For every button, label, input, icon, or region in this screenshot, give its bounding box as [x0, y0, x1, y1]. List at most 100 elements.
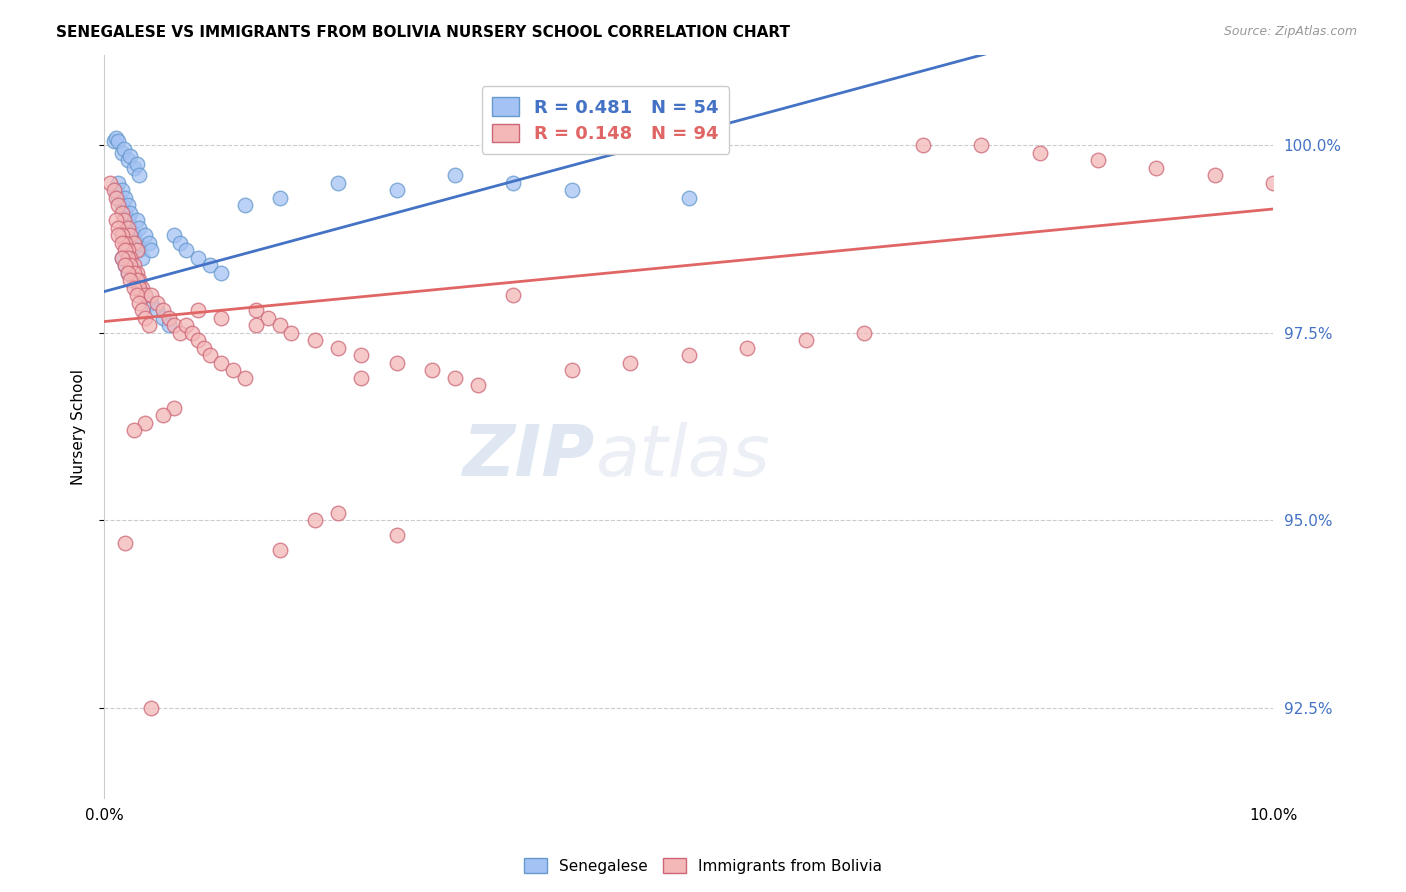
Point — [198, 258, 221, 272]
Point — [1263, 176, 1285, 190]
Point — [138, 235, 160, 250]
Point — [117, 213, 139, 227]
Point — [193, 341, 215, 355]
Point — [169, 326, 191, 340]
Point — [134, 310, 156, 325]
Point — [114, 244, 136, 258]
Point — [157, 318, 180, 333]
Point — [139, 288, 162, 302]
Point — [122, 235, 145, 250]
Point — [209, 266, 232, 280]
Text: atlas: atlas — [595, 422, 770, 491]
Point — [134, 288, 156, 302]
Point — [122, 273, 145, 287]
Point — [125, 235, 148, 250]
Point — [280, 326, 302, 340]
Point — [128, 168, 150, 182]
Point — [502, 288, 524, 302]
Legend: Senegalese, Immigrants from Bolivia: Senegalese, Immigrants from Bolivia — [517, 852, 889, 880]
Point — [187, 334, 209, 348]
Point — [209, 356, 232, 370]
Point — [122, 266, 145, 280]
Point — [128, 220, 150, 235]
Point — [561, 183, 583, 197]
Point — [139, 244, 162, 258]
Point — [911, 138, 934, 153]
Point — [112, 142, 135, 156]
Point — [125, 288, 148, 302]
Point — [131, 281, 153, 295]
Point — [735, 341, 758, 355]
Point — [350, 371, 373, 385]
Point — [131, 251, 153, 265]
Point — [104, 183, 127, 197]
Point — [187, 303, 209, 318]
Point — [114, 191, 136, 205]
Point — [444, 371, 467, 385]
Point — [112, 213, 135, 227]
Point — [304, 513, 326, 527]
Point — [111, 251, 134, 265]
Point — [134, 228, 156, 243]
Point — [118, 205, 141, 219]
Point — [385, 356, 408, 370]
Point — [128, 273, 150, 287]
Point — [269, 318, 291, 333]
Point — [467, 378, 489, 392]
Point — [853, 326, 876, 340]
Point — [139, 701, 162, 715]
Point — [107, 191, 129, 205]
Point — [187, 251, 209, 265]
Point — [104, 130, 127, 145]
Point — [561, 363, 583, 377]
Point — [385, 183, 408, 197]
Point — [269, 543, 291, 558]
Text: ZIP: ZIP — [463, 422, 595, 491]
Point — [117, 220, 139, 235]
Point — [122, 228, 145, 243]
Point — [111, 205, 134, 219]
Point — [233, 371, 256, 385]
Point — [114, 235, 136, 250]
Point — [111, 145, 134, 160]
Point — [117, 266, 139, 280]
Point — [118, 273, 141, 287]
Point — [122, 258, 145, 272]
Point — [134, 288, 156, 302]
Point — [444, 168, 467, 182]
Point — [107, 176, 129, 190]
Point — [139, 295, 162, 310]
Point — [794, 334, 817, 348]
Point — [122, 423, 145, 437]
Point — [134, 416, 156, 430]
Point — [198, 348, 221, 362]
Point — [970, 138, 993, 153]
Point — [114, 258, 136, 272]
Point — [103, 135, 125, 149]
Point — [114, 258, 136, 272]
Y-axis label: Nursery School: Nursery School — [72, 368, 86, 484]
Point — [163, 318, 186, 333]
Point — [117, 244, 139, 258]
Point — [678, 348, 700, 362]
Point — [125, 273, 148, 287]
Point — [222, 363, 245, 377]
Point — [117, 251, 139, 265]
Point — [122, 161, 145, 175]
Point — [118, 228, 141, 243]
Point — [1087, 153, 1109, 168]
Point — [152, 310, 174, 325]
Point — [107, 135, 129, 149]
Point — [1204, 168, 1226, 182]
Point — [169, 235, 191, 250]
Point — [111, 228, 134, 243]
Point — [326, 341, 349, 355]
Point — [678, 191, 700, 205]
Point — [118, 220, 141, 235]
Point — [157, 310, 180, 325]
Point — [502, 176, 524, 190]
Point — [1146, 161, 1168, 175]
Point — [104, 213, 127, 227]
Point — [128, 281, 150, 295]
Point — [146, 303, 169, 318]
